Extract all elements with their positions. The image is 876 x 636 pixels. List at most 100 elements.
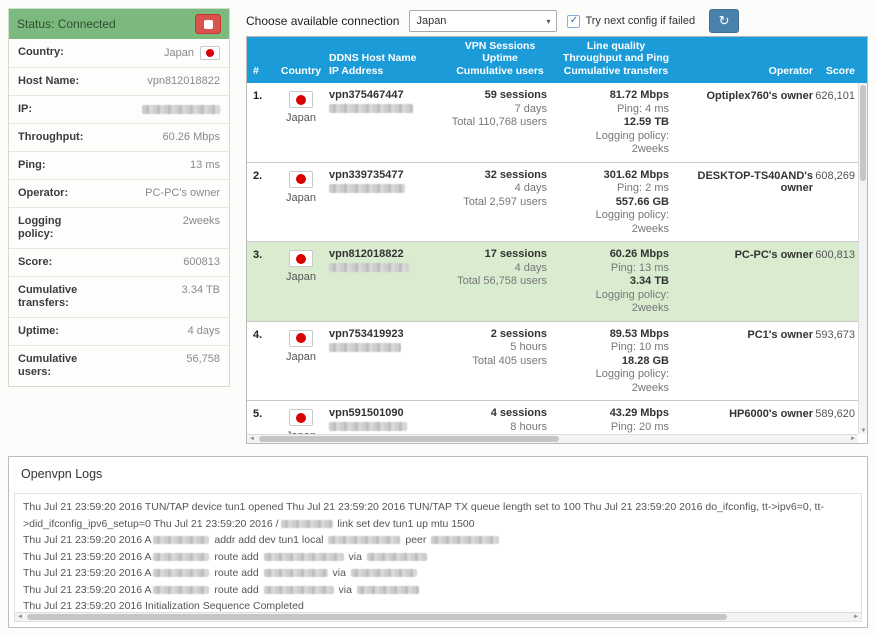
throughput-value: 60.26 Mbps [162, 131, 220, 143]
table-horizontal-scrollbar[interactable]: ◄ ► [247, 434, 858, 443]
scroll-left-icon[interactable]: ◄ [17, 613, 23, 620]
row-number: 1. [253, 90, 263, 102]
users: Total 56,758 users [457, 275, 547, 287]
scrollbar-thumb[interactable] [259, 436, 559, 442]
choose-connection-label: Choose available connection [246, 14, 400, 28]
scrollbar-thumb[interactable] [27, 614, 727, 620]
disconnect-button[interactable] [195, 14, 221, 34]
japan-flag-icon [289, 170, 313, 188]
operator: DESKTOP-TS40AND's owner [697, 169, 814, 194]
uptime: 7 days [514, 102, 547, 115]
logs-panel: Openvpn Logs Thu Jul 21 23:59:20 2016 TU… [8, 456, 868, 628]
sessions: 4 sessions [490, 407, 547, 419]
throughput: 81.72 Mbps [609, 89, 669, 101]
table-body: 1. Japan vpn375467447 59 sessions 7 days… [247, 83, 858, 434]
table-row[interactable]: 1. Japan vpn375467447 59 sessions 7 days… [247, 83, 858, 163]
scroll-down-icon[interactable]: ▼ [860, 428, 867, 434]
table-row[interactable]: 4. Japan vpn753419923 2 sessions 5 hours… [247, 321, 858, 401]
redacted-text [350, 569, 417, 578]
redacted-ip [329, 422, 407, 432]
japan-flag-icon [289, 409, 313, 426]
redacted-ip [329, 183, 405, 193]
users-value: 56,758 [186, 353, 220, 365]
log-line: Thu Jul 21 23:59:20 2016 A addr add dev … [23, 532, 853, 549]
operator: HP6000's owner [729, 408, 813, 420]
redacted-ip [329, 342, 401, 352]
status-field-country: Country: Japan [9, 39, 229, 68]
transfers: 12.59 TB [623, 116, 669, 128]
redacted-text [153, 536, 210, 545]
ping: Ping: 10 ms [610, 341, 669, 353]
table-row[interactable]: 2. Japan vpn339735477 32 sessions 4 days… [247, 162, 858, 242]
japan-flag-icon [289, 250, 313, 267]
status-field-ping: Ping: 13 ms [9, 152, 229, 180]
uptime-value: 4 days [187, 325, 220, 337]
throughput: 43.29 Mbps [609, 407, 669, 419]
refresh-icon: ↻ [718, 13, 730, 28]
host-name: vpn591501090 [329, 407, 404, 419]
redacted-ip [329, 104, 413, 114]
status-field-throughput: Throughput: 60.26 Mbps [9, 124, 229, 152]
redacted-text [280, 519, 333, 528]
logging-value: 2weeks [182, 215, 220, 227]
score: 593,673 [815, 328, 855, 341]
country-label: Japan [286, 350, 316, 363]
country-label: Japan [286, 430, 316, 434]
users: Total 110,768 users [451, 116, 547, 128]
ping-value: 13 ms [190, 159, 220, 171]
transfers: 3.34 TB [629, 275, 669, 287]
log-line: Thu Jul 21 23:59:20 2016 A route add via [23, 582, 853, 599]
uptime: 4 days [514, 261, 547, 274]
country-label: Japan [286, 191, 316, 204]
redacted-text [153, 552, 210, 561]
operator: PC-PC's owner [734, 249, 813, 261]
status-field-score: Score: 600813 [9, 249, 229, 277]
row-number: 5. [253, 408, 263, 420]
logging-duration: 2weeks [631, 222, 669, 235]
redacted-text [263, 552, 344, 561]
connection-table: # Country DDNS Host Name IP Address VPN … [246, 36, 868, 444]
log-output: Thu Jul 21 23:59:20 2016 TUN/TAP device … [14, 493, 862, 622]
try-next-checkbox[interactable]: ✓ [567, 14, 581, 28]
logging-duration: 2weeks [631, 302, 669, 314]
scroll-right-icon[interactable]: ► [853, 613, 859, 620]
sessions: 59 sessions [484, 89, 547, 101]
sessions: 17 sessions [484, 248, 547, 260]
logs-title: Openvpn Logs [21, 467, 103, 481]
redacted-ip [142, 104, 220, 114]
header-country: Country [280, 64, 322, 77]
logs-horizontal-scrollbar[interactable]: ◄ ► [15, 612, 861, 621]
country-select[interactable]: Japan ▾ [409, 10, 558, 32]
host-name: vpn753419923 [329, 327, 404, 340]
log-line: Thu Jul 21 23:59:20 2016 A route add via [23, 549, 853, 566]
redacted-text [263, 569, 328, 578]
status-field-transfers: Cumulative transfers: 3.34 TB [9, 277, 229, 318]
header-score: Score [825, 64, 855, 77]
host-name: vpn375467447 [329, 89, 404, 101]
score: 608,269 [815, 169, 855, 182]
table-row[interactable]: 5. Japan vpn591501090 4 sessions 8 hours… [247, 401, 858, 434]
ping: Ping: 13 ms [610, 261, 669, 274]
transfers: 557.66 GB [615, 195, 669, 208]
status-field-ip: IP: [9, 96, 229, 124]
header-operator: Operator [768, 64, 813, 77]
uptime: 4 days [514, 182, 547, 194]
refresh-button[interactable]: ↻ [709, 9, 740, 33]
scroll-left-icon[interactable]: ◄ [249, 436, 255, 442]
log-line: Thu Jul 21 23:59:20 2016 A route add via [23, 565, 853, 582]
scrollbar-thumb[interactable] [860, 85, 866, 181]
connection-toolbar: Choose available connection Japan ▾ ✓ Tr… [246, 8, 868, 34]
table-row-selected[interactable]: 3. Japan vpn812018822 17 sessions 4 days… [247, 242, 858, 322]
header-sessions: VPN Sessions Uptime Cumulative users [456, 39, 544, 77]
status-field-operator: Operator: PC-PC's owner [9, 180, 229, 208]
log-line: Thu Jul 21 23:59:20 2016 Initialization … [23, 600, 304, 612]
table-vertical-scrollbar[interactable]: ▼ [858, 83, 867, 434]
scroll-right-icon[interactable]: ► [850, 436, 856, 442]
operator-value: PC-PC's owner [145, 187, 220, 199]
redacted-text [356, 585, 419, 594]
status-text: Status: Connected [17, 17, 116, 31]
uptime: 5 hours [510, 341, 547, 353]
redacted-text [153, 585, 210, 594]
score-value: 600813 [183, 256, 220, 268]
ping: Ping: 4 ms [617, 102, 669, 115]
